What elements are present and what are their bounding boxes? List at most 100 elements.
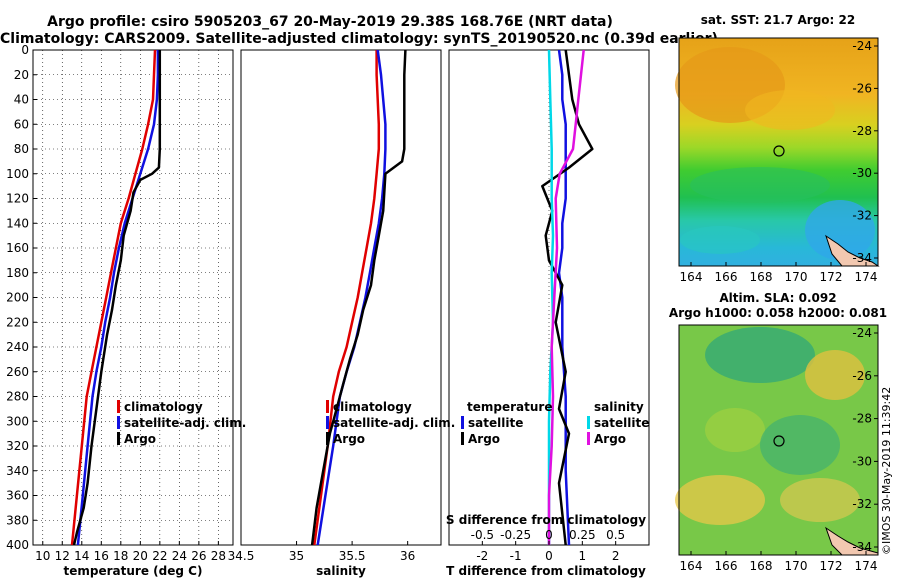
- legend-label-climatology: climatology: [124, 400, 203, 414]
- x-tick-label: 34.5: [228, 549, 255, 563]
- y-tick-label: 100: [6, 167, 29, 181]
- map-lat-tick-label: -26: [852, 369, 872, 383]
- series-line-argo: [72, 50, 162, 545]
- sla-map: 164 166 168 170 172 174 -24 -26 -28 -30 -32 -34: [675, 324, 879, 573]
- sst-coastline-land: [825, 234, 880, 267]
- series-line-s-argo: [547, 50, 585, 545]
- map-lat-tick-label: -32: [852, 497, 872, 511]
- legend-swatch-t-satellite: [461, 416, 464, 429]
- sst-green-patch: [690, 167, 830, 203]
- y-tick-label: 220: [6, 315, 29, 329]
- difference-panel: -2 -1 0 1 2 -0.5 -0.25 0 0.25 0.5: [448, 49, 650, 563]
- x-tick-label: -2: [476, 549, 488, 563]
- x2-tick-label: 0: [545, 528, 553, 542]
- y-tick-label: 200: [6, 291, 29, 305]
- legend-heading-salinity: salinity: [594, 400, 644, 414]
- x-tick-label: 35: [289, 549, 304, 563]
- y-tick-label: 240: [6, 340, 29, 354]
- salinity-x-label: salinity: [316, 564, 366, 578]
- y-tick-label: 40: [14, 93, 29, 107]
- sla-low-patch: [705, 327, 815, 383]
- y-tick-label: 140: [6, 216, 29, 230]
- map-lat-tick-label: -28: [852, 412, 872, 426]
- map-lon-tick-label: 172: [820, 559, 843, 573]
- sla-high-patch: [805, 350, 865, 400]
- x2-tick-label: 0.25: [569, 528, 596, 542]
- map-lon-tick-label: 174: [855, 559, 878, 573]
- x-tick-label: 0: [545, 549, 553, 563]
- series-line-satellite-adj-clim-: [76, 50, 160, 545]
- sla-map-title: Altim. SLA: 0.092: [719, 291, 836, 305]
- legend-label-climatology: climatology: [333, 400, 412, 414]
- legend-swatch-satellite-adj: [326, 416, 329, 429]
- credit-timestamp: ©IMOS 30-May-2019 11:39:42: [880, 386, 893, 555]
- map-lat-tick-label: -34: [852, 540, 872, 554]
- x2-tick-label: 0.5: [606, 528, 625, 542]
- y-tick-label: 0: [21, 43, 29, 57]
- figure-title-line2: Climatology: CARS2009. Satellite-adjuste…: [0, 31, 718, 47]
- series-line-climatology: [70, 50, 157, 545]
- sla-map-frame: [678, 324, 879, 556]
- legend-swatch-s-satellite: [587, 416, 590, 429]
- x-tick-label: 16: [94, 549, 109, 563]
- map-lon-tick-label: 166: [715, 559, 738, 573]
- legend-label-s-argo: Argo: [594, 432, 626, 446]
- salinity-panel: 34.5 35 35.5 36: [228, 49, 442, 563]
- legend-label-argo: Argo: [333, 432, 365, 446]
- sla-high-patch: [780, 478, 860, 522]
- y-tick-label: 180: [6, 266, 29, 280]
- y-tick-label: 300: [6, 414, 29, 428]
- map-lat-tick-label: -34: [852, 251, 872, 265]
- sst-argo-location-marker: [773, 145, 785, 157]
- difference-x2-label: S difference from climatology: [446, 513, 646, 527]
- figure-title-line1: Argo profile: csiro 5905203_67 20-May-20…: [47, 14, 613, 30]
- legend-swatch-argo: [117, 432, 120, 445]
- map-lon-tick-label: 170: [785, 270, 808, 284]
- sla-argo-location-marker: [773, 435, 785, 447]
- legend-label-t-satellite: satellite: [468, 416, 523, 430]
- y-tick-label: 80: [14, 142, 29, 156]
- y-tick-label: 320: [6, 439, 29, 453]
- map-lon-tick-label: 164: [680, 559, 703, 573]
- series-line-argo: [310, 50, 407, 545]
- series-line-climatology: [313, 50, 381, 545]
- legend-label-s-satellite: satellite: [594, 416, 649, 430]
- map-lat-tick-label: -26: [852, 81, 872, 95]
- legend-heading-temperature: temperature: [467, 400, 552, 414]
- temperature-legend: climatology satellite-adj. clim. Argo: [117, 400, 246, 446]
- map-lon-tick-label: 168: [750, 270, 773, 284]
- legend-swatch-climatology: [326, 400, 329, 413]
- map-lat-tick-label: -28: [852, 124, 872, 138]
- x-tick-label: 36: [400, 549, 415, 563]
- y-tick-label: 380: [6, 513, 29, 527]
- sla-patch: [705, 408, 765, 452]
- x-tick-label: 24: [172, 549, 187, 563]
- x-tick-label: 35.5: [339, 549, 366, 563]
- y-tick-label: 360: [6, 489, 29, 503]
- y-tick-label: 20: [14, 68, 29, 82]
- x-tick-label: 18: [113, 549, 128, 563]
- map-lon-tick-label: 168: [750, 559, 773, 573]
- x-tick-label: 28: [211, 549, 226, 563]
- x-tick-label: 22: [152, 549, 167, 563]
- legend-label-argo: Argo: [124, 432, 156, 446]
- x-tick-label: 12: [55, 549, 70, 563]
- map-lat-tick-label: -30: [852, 454, 872, 468]
- y-tick-label: 260: [6, 365, 29, 379]
- temperature-x-label: temperature (deg C): [64, 564, 203, 578]
- legend-swatch-climatology: [117, 400, 120, 413]
- map-lat-tick-label: -24: [852, 39, 872, 53]
- legend-label-satellite-adj: satellite-adj. clim.: [124, 416, 246, 430]
- legend-swatch-satellite-adj: [117, 416, 120, 429]
- x-tick-label: 1: [579, 549, 587, 563]
- y-tick-label: 400: [6, 538, 29, 552]
- map-lat-tick-label: -30: [852, 166, 872, 180]
- temperature-panel: 10 12 14 16 18 20 22 24 26 28 0 20 40 60 80 100 120 140 1…: [6, 43, 234, 563]
- sst-map-frame: [678, 37, 879, 267]
- x-tick-label: -1: [510, 549, 522, 563]
- y-tick-label: 280: [6, 390, 29, 404]
- legend-swatch-argo: [326, 432, 329, 445]
- y-tick-label: 340: [6, 464, 29, 478]
- x-tick-label: 20: [133, 549, 148, 563]
